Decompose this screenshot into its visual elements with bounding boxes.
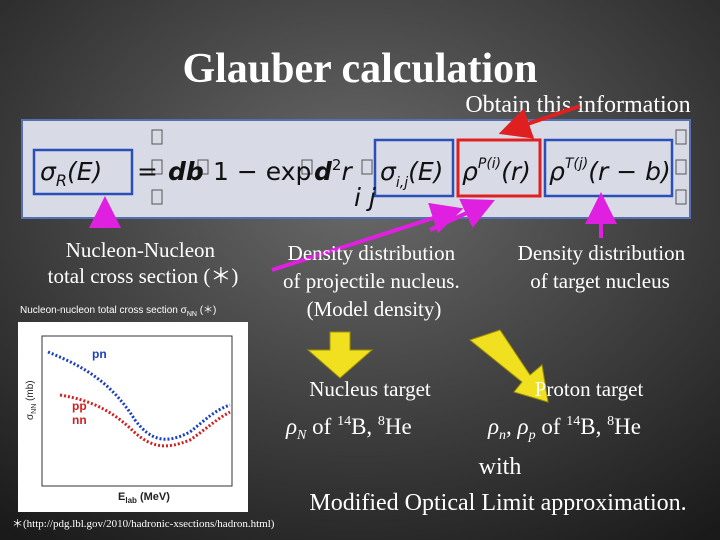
symbol: σ (40, 157, 57, 186)
subscript: R (56, 171, 67, 190)
arrow (498, 104, 581, 139)
superscript: T(j) (565, 156, 588, 172)
missing-glyphs (151, 129, 687, 205)
symbol: ρ (517, 414, 529, 439)
subscript: NN (187, 311, 197, 318)
superscript: 2 (332, 156, 342, 174)
caption-text: Nucleon-nucleon total cross section σ (20, 305, 188, 316)
subscript: NN (31, 404, 38, 414)
subscript: n (499, 428, 506, 443)
superscript: 8 (607, 414, 614, 429)
target-title: Proton target (535, 377, 644, 401)
symbol: (r) (501, 157, 531, 186)
text: , (506, 414, 518, 439)
formula-box (21, 119, 691, 219)
sum-index: i j (354, 183, 376, 212)
axis-text: σ (25, 413, 36, 420)
caption-text: (＊) (197, 305, 216, 316)
plot-frame (41, 335, 233, 487)
label-line: Density distribution (518, 241, 686, 265)
x-axis-title: Elab (MeV) (118, 491, 170, 505)
subscript: p (528, 428, 536, 443)
projectile-label: Density distribution of projectile nucle… (283, 241, 465, 321)
block-arrow (306, 331, 374, 379)
symbol: ρ (487, 414, 499, 439)
label-line: total cross section (＊) (48, 264, 239, 288)
text: B, (580, 414, 607, 439)
title: Glauber calculation (182, 46, 537, 92)
target-label: Density distribution of target nucleus (518, 241, 691, 293)
pp-curve (59, 393, 231, 448)
text: of (536, 414, 567, 439)
subscript: N (296, 428, 307, 443)
pn-curve (47, 350, 231, 441)
text: He (385, 414, 412, 439)
method-text: with (479, 454, 522, 480)
symbol: db (168, 157, 204, 186)
symbol: (E) (67, 157, 102, 186)
formula: σR(E) = db 1 − exp d2r σi,j(E) ρP(i)(r) … (40, 156, 671, 191)
target-title: Nucleus target (309, 377, 431, 401)
symbol: ρ (549, 157, 565, 186)
superscript: P(i) (478, 156, 501, 172)
arrow (429, 198, 495, 232)
highlight-box (373, 138, 455, 198)
axis-text: (MeV) (137, 491, 170, 503)
arrow (271, 202, 464, 272)
symbol: = (137, 157, 158, 186)
footnote: ＊(http://pdg.lbl.gov/2010/hadronic-xsect… (12, 518, 275, 530)
subscript: lab (125, 496, 137, 505)
label-line: of projectile nucleus. (283, 269, 460, 293)
series-label: nn (72, 413, 87, 427)
subscript: i,j (396, 175, 408, 191)
highlight-box (456, 138, 542, 198)
y-axis-title: σNN (mb) (25, 380, 38, 420)
nn-label: Nucleon-Nucleon total cross section (＊) (48, 238, 239, 288)
symbol: (E) (408, 157, 443, 186)
superscript: 14 (566, 414, 580, 429)
highlight-box (32, 148, 134, 196)
superscript: 8 (378, 414, 385, 429)
inset-caption: Nucleon-nucleon total cross section σNN … (20, 305, 216, 318)
symbol: ρ (462, 157, 478, 186)
block-arrow (468, 329, 549, 403)
superscript: 14 (337, 414, 351, 429)
density-text: ρN of 14B, 8He (285, 414, 412, 443)
label-line: of target nucleus (530, 269, 670, 293)
text: of (306, 414, 337, 439)
label-line: Density distribution (288, 241, 456, 265)
axis-text: E (118, 491, 125, 503)
method-text: Modified Optical Limit approximation. (309, 490, 686, 516)
series-label: pn (92, 347, 107, 361)
series-label: pp (72, 399, 87, 413)
label-line: Nucleon-Nucleon (66, 238, 216, 262)
symbol: r (341, 157, 353, 186)
symbol: (r − b) (588, 157, 671, 186)
axis-text: (mb) (25, 380, 36, 403)
density-text: ρn, ρp of 14B, 8He (487, 414, 641, 443)
symbol: 1 − exp (213, 157, 311, 186)
symbol: σ (380, 157, 397, 186)
symbol: d (314, 157, 333, 186)
text: B, (351, 414, 378, 439)
symbol: ρ (285, 414, 297, 439)
text: He (614, 414, 641, 439)
label-line: (Model density) (307, 297, 442, 321)
